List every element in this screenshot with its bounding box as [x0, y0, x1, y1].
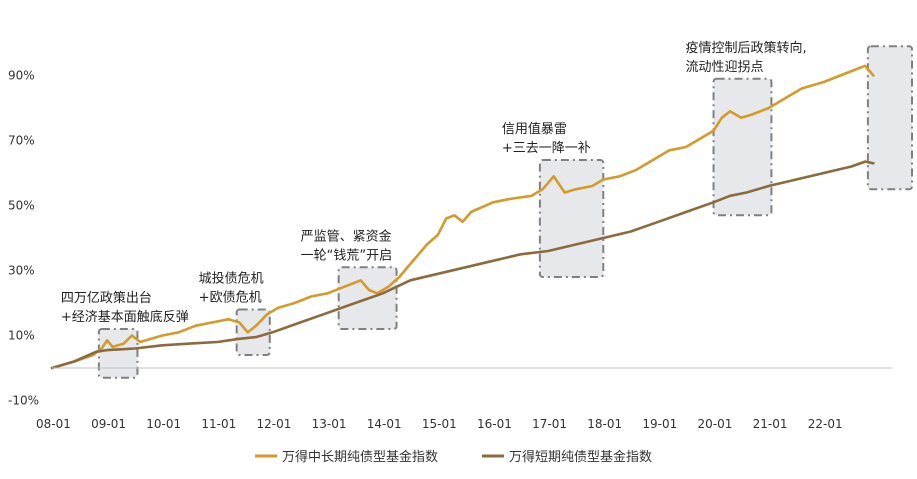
x-tick-label: 19-01: [642, 417, 677, 431]
x-tick-label: 18-01: [587, 417, 622, 431]
series-line-0: [50, 64, 875, 370]
annotation-label: 四万亿政策出台: [61, 290, 152, 306]
x-tick-label: 10-01: [146, 417, 181, 431]
x-tick-label: 14-01: [367, 417, 402, 431]
x-tick-label: 15-01: [422, 417, 457, 431]
y-tick-label: 30%: [8, 264, 35, 278]
x-tick-label: 09-01: [91, 417, 126, 431]
x-tick-labels: 08-01 09-01 10-01 11-01 12-01 13-01 14-01 15-01…: [36, 417, 843, 431]
annotation-label: 城投债危机: [199, 271, 264, 287]
legend: 万得中长期纯债型基金指数 万得短期纯债型基金指数: [255, 449, 652, 465]
annotation-label: 严监管、紧资金: [301, 228, 392, 244]
series-line-1: [50, 160, 875, 370]
y-tick-label: 50%: [8, 199, 35, 213]
annotation-label: 流动性迎拐点: [686, 60, 764, 75]
annotation-box: [712, 77, 773, 217]
annotation-box: [866, 45, 914, 191]
x-tick-label: 22-01: [808, 417, 843, 431]
y-tick-labels: -10% 10% 30% 50% 70% 90%: [8, 69, 39, 408]
x-tick-label: 08-01: [36, 417, 71, 431]
annotation-label: 信用值暴雷: [502, 121, 567, 137]
y-tick-label: 90%: [8, 69, 35, 83]
y-tick-label: -10%: [8, 394, 39, 408]
y-tick-label: 10%: [8, 329, 35, 343]
x-tick-label: 17-01: [532, 417, 567, 431]
annotation-box: [538, 159, 605, 278]
series-layer: [50, 64, 875, 370]
annotation-label: +三去一降一补: [502, 141, 591, 156]
x-tick-label: 20-01: [698, 417, 733, 431]
annotation-text-layer: 四万亿政策出台 +经济基本面触底反弹 城投债危机 +欧债危机 严监管、紧资金一轮“钱荒”…: [61, 40, 807, 325]
x-tick-label: 11-01: [201, 417, 236, 431]
legend-label: 万得短期纯债型基金指数: [509, 449, 652, 465]
annotation-label: +欧债危机: [199, 291, 262, 306]
annotation-label: 疫情控制后政策转向,: [686, 40, 807, 56]
x-tick-label: 16-01: [477, 417, 512, 431]
annotation-label: +经济基本面触底反弹: [61, 309, 189, 325]
legend-label: 万得中长期纯债型基金指数: [282, 449, 438, 465]
y-tick-label: 70%: [8, 134, 35, 148]
x-tick-label: 12-01: [257, 417, 292, 431]
x-tick-label: 13-01: [312, 417, 347, 431]
annotation-label: 一轮“钱荒”开启: [301, 248, 392, 263]
x-tick-label: 21-01: [753, 417, 788, 431]
